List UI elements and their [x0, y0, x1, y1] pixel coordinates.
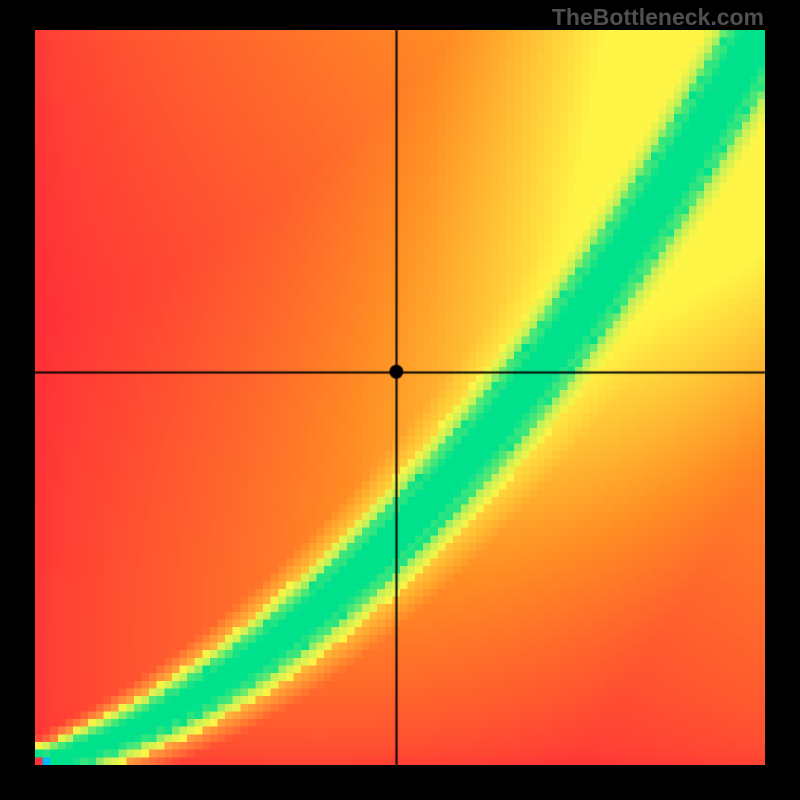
- watermark-text: TheBottleneck.com: [552, 4, 764, 31]
- overlay-canvas: [0, 0, 800, 800]
- chart-container: TheBottleneck.com: [0, 0, 800, 800]
